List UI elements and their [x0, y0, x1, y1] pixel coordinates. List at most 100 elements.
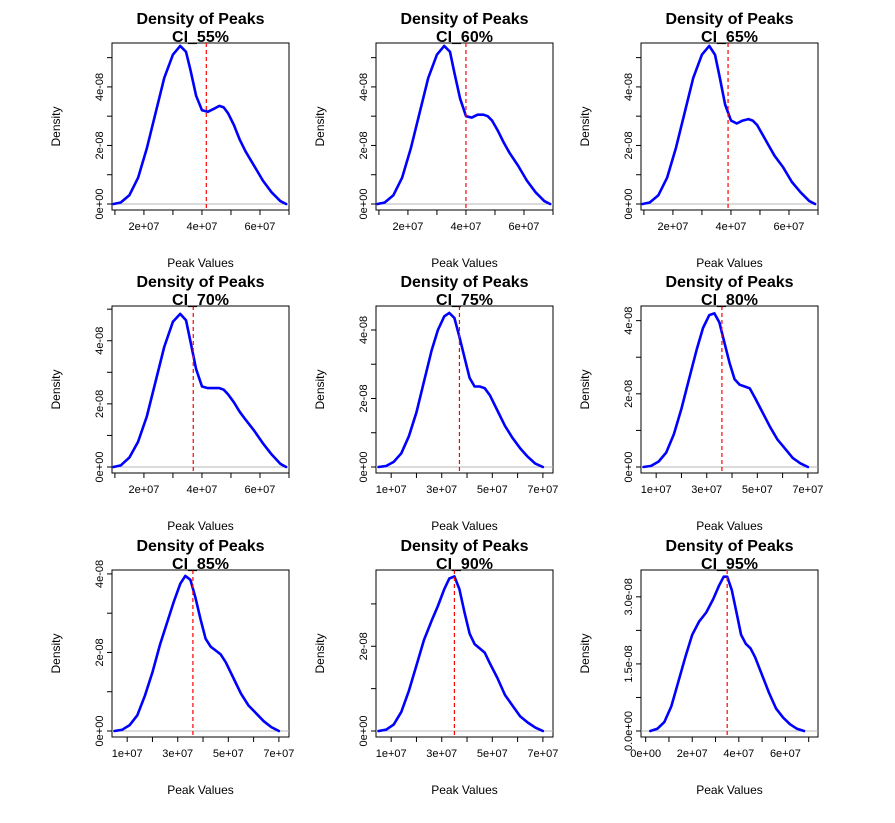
y-tick-label: 0e+00: [94, 189, 106, 220]
x-tick-label: 6e+07: [774, 221, 805, 233]
y-axis-label: Density: [578, 633, 592, 673]
chart-subtitle: CI_65%: [701, 29, 758, 46]
y-tick-label: 1.5e-08: [623, 645, 635, 682]
density-panel-4: 2e+07 4e+07 6e+07 0e+00 2e-08 4e-08 Density of…: [49, 274, 290, 533]
x-tick-label: 5e+07: [213, 748, 244, 760]
x-tick-label: 5e+07: [477, 484, 508, 496]
y-axis-label: Density: [49, 369, 63, 409]
plot-frame: [111, 569, 290, 738]
x-tick-label: 4e+07: [450, 221, 481, 233]
chart-title: Density of Peaks: [136, 538, 264, 555]
x-tick-label: 2e+07: [128, 484, 159, 496]
x-axis-label: Peak Values: [167, 783, 234, 797]
chart-subtitle: CI_75%: [436, 292, 493, 309]
y-tick-label: 4e-08: [94, 560, 106, 588]
chart-title: Density of Peaks: [665, 274, 793, 291]
density-panel-7: 1e+07 3e+07 5e+07 7e+07 0e+00 2e-08 4e-08 Densi…: [49, 538, 294, 797]
x-tick-label: 4e+07: [186, 484, 217, 496]
density-curve: [377, 575, 545, 733]
y-axis-label: Density: [313, 369, 327, 409]
x-tick-label: 2e+07: [392, 221, 423, 233]
y-tick-label: 0e+00: [623, 452, 635, 483]
y-tick-label: 4e-08: [94, 73, 106, 101]
y-tick-label: 2e-08: [94, 638, 106, 666]
chart-subtitle: CI_80%: [701, 292, 758, 309]
plot-frame: [640, 569, 819, 738]
chart-title: Density of Peaks: [400, 274, 528, 291]
chart-title: Density of Peaks: [400, 538, 528, 555]
density-panel-8: 1e+07 3e+07 5e+07 7e+07 0e+00 2e-08 Density of…: [313, 538, 558, 797]
y-axis-label: Density: [578, 106, 592, 146]
chart-subtitle: CI_90%: [436, 556, 493, 573]
y-axis-label: Density: [313, 106, 327, 146]
x-tick-label: 4e+07: [723, 748, 754, 760]
chart-subtitle: CI_55%: [172, 29, 229, 46]
density-curve: [377, 311, 545, 469]
x-tick-label: 6e+07: [245, 221, 276, 233]
x-tick-label: 3e+07: [162, 748, 193, 760]
x-tick-label: 2e+07: [128, 221, 159, 233]
x-tick-label: 1e+07: [641, 484, 672, 496]
y-tick-label: 4e-08: [623, 73, 635, 101]
x-axis-label: Peak Values: [167, 256, 234, 270]
plot-frame: [640, 42, 819, 211]
density-curve: [641, 44, 817, 206]
plot-frame: [111, 305, 290, 474]
density-panel-1: 2e+07 4e+07 6e+07 0e+00 2e-08 4e-08 Density of…: [49, 11, 290, 270]
x-tick-label: 7e+07: [527, 484, 558, 496]
chart-title: Density of Peaks: [665, 538, 793, 555]
y-tick-label: 2e-08: [358, 384, 370, 412]
x-tick-label: 6e+07: [770, 748, 801, 760]
density-panel-6: 1e+07 3e+07 5e+07 7e+07 0e+00 2e-08 4e-08 Densi…: [578, 274, 823, 533]
x-axis-label: Peak Values: [431, 783, 498, 797]
y-tick-label: 2e-08: [94, 390, 106, 418]
density-curve: [112, 44, 288, 206]
x-tick-label: 1e+07: [112, 748, 143, 760]
y-tick-label: 4e-08: [623, 307, 635, 335]
y-axis-label: Density: [313, 633, 327, 673]
plot-frame: [375, 305, 554, 474]
y-tick-label: 2e-08: [358, 632, 370, 660]
plot-frame: [375, 569, 554, 738]
plot-frame: [375, 42, 554, 211]
x-tick-label: 2e+07: [657, 221, 688, 233]
density-panel-3: 2e+07 4e+07 6e+07 0e+00 2e-08 4e-08 Density of…: [578, 11, 819, 270]
plot-frame: [640, 305, 819, 474]
chart-subtitle: CI_85%: [172, 556, 229, 573]
density-curve: [642, 311, 810, 469]
y-tick-label: 0e+00: [94, 452, 106, 483]
density-curve: [376, 44, 552, 206]
chart-subtitle: CI_60%: [436, 29, 493, 46]
density-panel-5: 1e+07 3e+07 5e+07 7e+07 0e+00 2e-08 4e-08 Densi…: [313, 274, 558, 533]
x-tick-label: 5e+07: [742, 484, 773, 496]
x-tick-label: 7e+07: [527, 748, 558, 760]
density-curve: [112, 312, 288, 469]
plot-frame: [111, 42, 290, 211]
y-axis-label: Density: [49, 633, 63, 673]
x-axis-label: Peak Values: [696, 783, 763, 797]
chart-title: Density of Peaks: [136, 274, 264, 291]
density-curve: [113, 574, 281, 733]
y-tick-label: 4e-08: [358, 316, 370, 344]
x-tick-label: 7e+07: [792, 484, 823, 496]
y-tick-label: 2e-08: [94, 131, 106, 159]
x-axis-label: Peak Values: [431, 256, 498, 270]
x-tick-label: 1e+07: [376, 748, 407, 760]
y-tick-label: 0e+00: [94, 716, 106, 747]
x-tick-label: 6e+07: [245, 484, 276, 496]
y-tick-label: 4e-08: [94, 327, 106, 355]
y-tick-label: 0e+00: [358, 189, 370, 220]
x-tick-label: 4e+07: [715, 221, 746, 233]
chart-title: Density of Peaks: [400, 11, 528, 28]
y-axis-label: Density: [49, 106, 63, 146]
chart-title: Density of Peaks: [136, 11, 264, 28]
chart-subtitle: CI_95%: [701, 556, 758, 573]
y-axis-label: Density: [578, 369, 592, 409]
chart-title: Density of Peaks: [665, 11, 793, 28]
x-tick-label: 4e+07: [186, 221, 217, 233]
x-axis-label: Peak Values: [431, 519, 498, 533]
y-tick-label: 0e+00: [623, 189, 635, 220]
y-tick-label: 0.0e+00: [623, 711, 635, 751]
x-tick-label: 3e+07: [426, 484, 457, 496]
